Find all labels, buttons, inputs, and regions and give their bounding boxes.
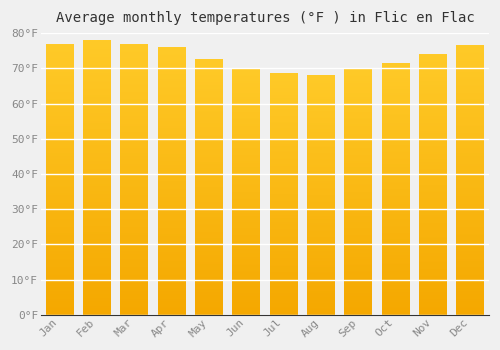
Title: Average monthly temperatures (°F ) in Flic en Flac: Average monthly temperatures (°F ) in Fl… xyxy=(56,11,474,25)
